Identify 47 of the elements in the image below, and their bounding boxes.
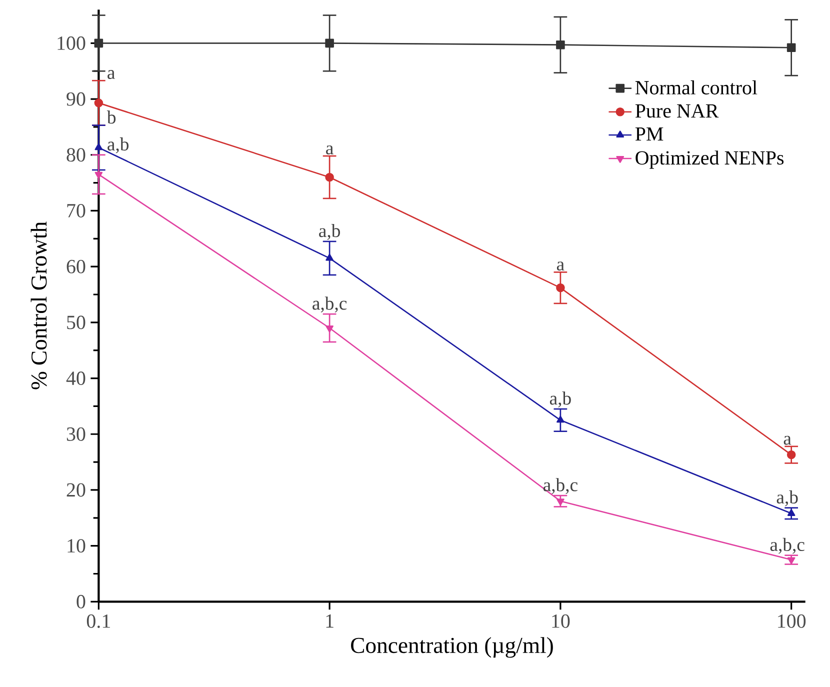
legend-label: Optimized NENPs [636,150,784,169]
point [786,450,796,460]
legend-label: Normal control [635,80,758,94]
y-tick-label: 50 [67,316,86,330]
annotation: a,b,c [770,538,804,554]
y-axis-title: % Control Growth [30,222,47,390]
point [556,498,564,506]
annotation: a,b [319,224,340,240]
y-tick-label: 80 [66,148,86,162]
legend-label: PM [635,127,664,141]
annotation: a [784,436,792,445]
x-tick-label: 10 [552,614,570,628]
legend-label: Pure NAR [635,104,719,118]
annotation: a,b [108,137,129,154]
annotation: a,b,c [312,296,347,312]
point [94,172,103,179]
point [556,283,565,292]
annotation: a [326,145,334,154]
y-tick-label: 70 [67,204,86,218]
annotation: a [556,262,564,271]
y-tick-label: 30 [66,427,86,441]
point [556,40,565,50]
point [94,38,104,48]
point [325,172,334,182]
point [94,143,103,150]
x-tick-label: 1 [326,614,334,628]
y-tick-label: 60 [66,260,86,274]
y-tick-label: 10 [68,539,86,553]
point [556,416,564,423]
point [326,254,334,261]
annotation: a [108,70,115,79]
point [786,43,796,52]
y-tick-label: 100 [58,36,86,50]
x-tick-label: 100 [778,614,806,628]
annotation: a,b [550,392,571,408]
annotation: a,b [776,490,798,506]
y-tick-label: 20 [66,483,86,497]
x-tick-label: 0.1 [86,614,110,628]
annotation: a,b,c [543,478,578,494]
point [325,38,334,48]
x-axis-title: Concentration (µg/ml) [351,637,553,658]
y-tick-label: 0 [76,594,86,608]
point [94,98,104,108]
y-tick-label: 90 [66,92,86,106]
point [326,325,334,332]
y-tick-label: 40 [66,372,86,386]
annotation: b [106,110,116,124]
